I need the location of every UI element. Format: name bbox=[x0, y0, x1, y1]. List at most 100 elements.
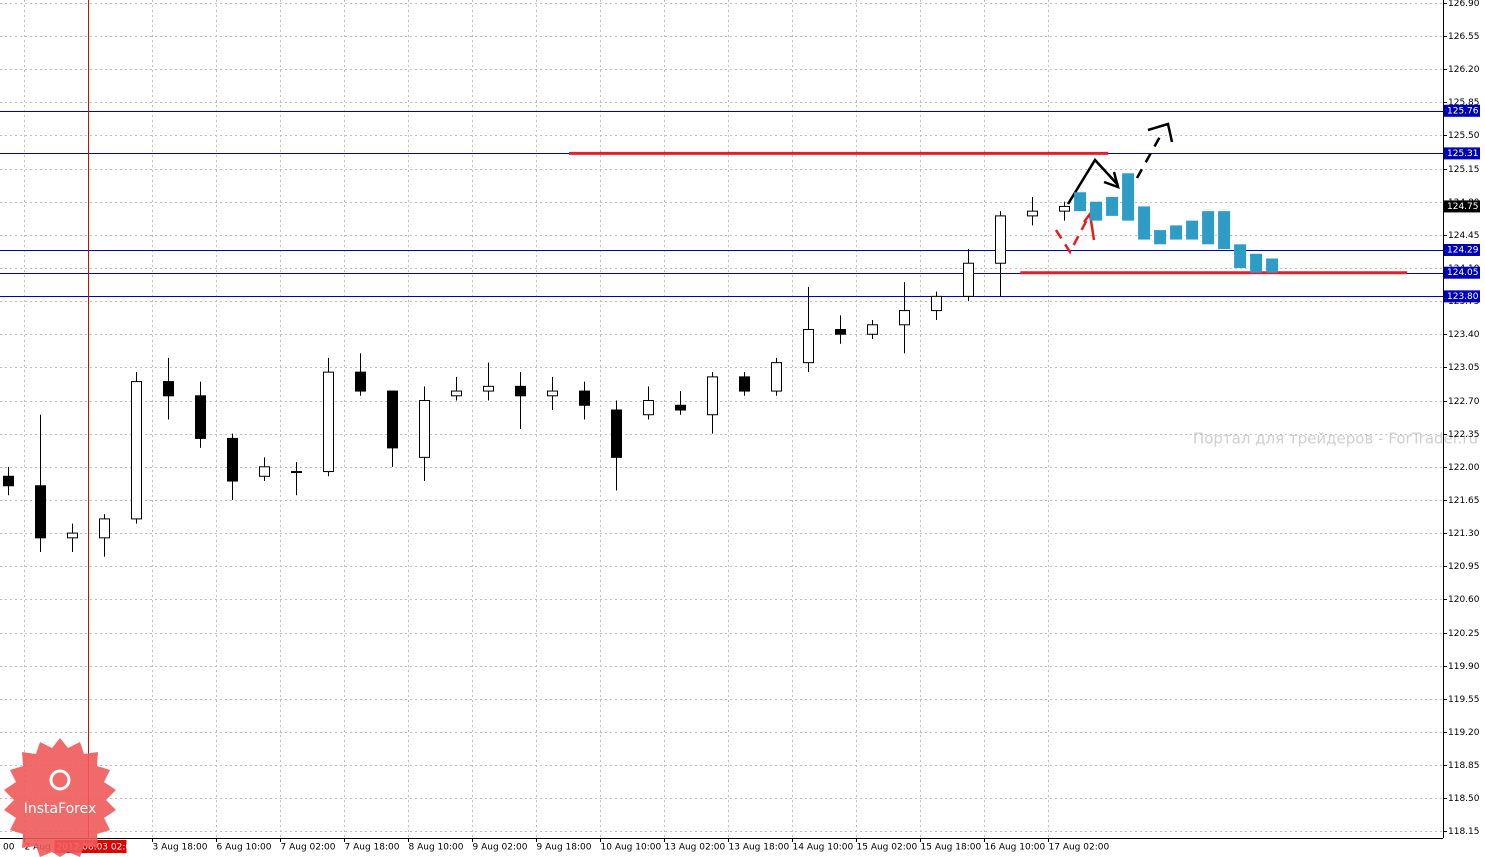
projection-bar bbox=[1234, 244, 1247, 268]
candle-body bbox=[867, 324, 878, 335]
x-tick-label: 17 Aug 02:00 bbox=[1049, 843, 1110, 853]
candle-body bbox=[675, 404, 686, 411]
x-tick-label: 7 Aug 18:00 bbox=[345, 843, 400, 853]
y-tick-label: 121.65 bbox=[1448, 496, 1480, 506]
price-tag-label: 124.05 bbox=[1447, 268, 1479, 278]
x-tick-label: 14 Aug 10:00 bbox=[793, 843, 854, 853]
candle-body bbox=[643, 400, 654, 416]
candle-body bbox=[931, 295, 942, 312]
candle-body bbox=[387, 390, 398, 449]
y-tick-label: 119.55 bbox=[1448, 695, 1480, 705]
price-tag bbox=[1444, 200, 1480, 213]
y-tick-label: 122.35 bbox=[1448, 430, 1480, 440]
candle-body bbox=[419, 400, 430, 458]
candle-body bbox=[67, 532, 78, 539]
y-tick-label: 125.85 bbox=[1448, 98, 1480, 108]
candle-body bbox=[163, 381, 174, 397]
logo: InstaForex bbox=[4, 738, 116, 857]
price-tag-label: 124.75 bbox=[1447, 202, 1479, 212]
x-tick-label: 8 Aug 10:00 bbox=[409, 843, 464, 853]
y-tick-label: 122.00 bbox=[1448, 463, 1480, 473]
logo-text: InstaForex bbox=[24, 801, 97, 817]
arrow bbox=[1147, 122, 1174, 143]
candle-body bbox=[707, 376, 718, 416]
y-tick-label: 125.50 bbox=[1448, 131, 1480, 141]
logo-badge bbox=[4, 738, 116, 857]
candle-body bbox=[547, 390, 558, 397]
price-tag-label: 123.80 bbox=[1447, 292, 1479, 302]
candle-body bbox=[515, 385, 526, 397]
y-tick-label: 120.95 bbox=[1448, 562, 1480, 572]
arrow bbox=[1066, 157, 1119, 205]
candle-body bbox=[835, 329, 846, 335]
candle-body bbox=[259, 466, 270, 477]
arrow bbox=[1054, 213, 1092, 255]
y-tick-label: 124.45 bbox=[1448, 231, 1480, 241]
arrow bbox=[1135, 132, 1164, 179]
annotations bbox=[1054, 122, 1174, 255]
candle-body bbox=[899, 310, 910, 326]
y-tick-label: 121.30 bbox=[1448, 529, 1480, 539]
candle-body bbox=[355, 371, 366, 392]
price-tag-label: 125.76 bbox=[1447, 106, 1479, 116]
x-tick-label: 15 Aug 18:00 bbox=[921, 843, 982, 853]
x-tick-label: 7 Aug 02:00 bbox=[281, 843, 336, 853]
projection-bar bbox=[1106, 196, 1119, 216]
x-tick-label: 16 Aug 10:00 bbox=[985, 843, 1046, 853]
y-tick-label: 126.90 bbox=[1448, 0, 1480, 9]
price-tag bbox=[1444, 290, 1480, 303]
candle-body bbox=[131, 381, 142, 520]
y-tick-label: 119.20 bbox=[1448, 728, 1480, 738]
arrow bbox=[1103, 171, 1120, 189]
x-tick-label: 15 Aug 02:00 bbox=[857, 843, 918, 853]
y-tick-label: 123.05 bbox=[1448, 363, 1480, 373]
candle-body bbox=[323, 371, 334, 473]
y-tick-label: 119.90 bbox=[1448, 662, 1480, 672]
projection-bar bbox=[1090, 201, 1103, 221]
projection-bar bbox=[1122, 173, 1135, 221]
candle-body bbox=[195, 395, 206, 439]
y-tick-label: 126.55 bbox=[1448, 32, 1480, 42]
candle-body bbox=[963, 262, 974, 297]
projection-bar bbox=[1170, 225, 1183, 240]
candle-body bbox=[579, 390, 590, 406]
x-tick-label: 13 Aug 18:00 bbox=[729, 843, 790, 853]
candle-body bbox=[451, 390, 462, 397]
x-tick-label: 9 Aug 18:00 bbox=[537, 843, 592, 853]
y-tick-label: 118.85 bbox=[1448, 761, 1480, 771]
y-tick-label: 122.70 bbox=[1448, 397, 1480, 407]
candle-body bbox=[1059, 205, 1070, 212]
projection-bar bbox=[1250, 253, 1263, 273]
y-tick-label: 118.50 bbox=[1448, 794, 1480, 804]
candle-body bbox=[1027, 210, 1038, 217]
logo-icon bbox=[49, 769, 71, 791]
price-tag bbox=[1444, 243, 1480, 256]
y-tick-label: 125.15 bbox=[1448, 165, 1480, 175]
candle-body bbox=[227, 437, 238, 482]
x-tick-label: 00 bbox=[3, 843, 15, 853]
price-tag bbox=[1444, 266, 1480, 279]
candle-body bbox=[611, 409, 622, 458]
price-tag-label: 125.31 bbox=[1447, 149, 1479, 159]
candle-body bbox=[291, 471, 302, 474]
candle-body bbox=[803, 329, 814, 364]
candle-body bbox=[3, 475, 14, 487]
watermark: Портал для трейдеров - ForTrader.ru bbox=[1193, 430, 1478, 448]
projection-bar bbox=[1266, 258, 1279, 273]
x-tick-label: 10 Aug 10:00 bbox=[601, 843, 662, 853]
y-tick-label: 118.15 bbox=[1448, 827, 1480, 837]
arrow bbox=[1083, 210, 1096, 241]
projection-bar bbox=[1186, 220, 1199, 240]
price-tag-label: 124.29 bbox=[1447, 245, 1479, 255]
projection-bar bbox=[1154, 230, 1167, 245]
y-tick-label: 120.25 bbox=[1448, 629, 1480, 639]
price-tag bbox=[1444, 147, 1480, 160]
candle-body bbox=[483, 385, 494, 392]
x-tick-label: 9 Aug 02:00 bbox=[473, 843, 528, 853]
candle-body bbox=[35, 485, 46, 539]
candle-body bbox=[739, 376, 750, 392]
y-tick-label: 123.40 bbox=[1448, 330, 1480, 340]
price-tag bbox=[1444, 104, 1480, 117]
